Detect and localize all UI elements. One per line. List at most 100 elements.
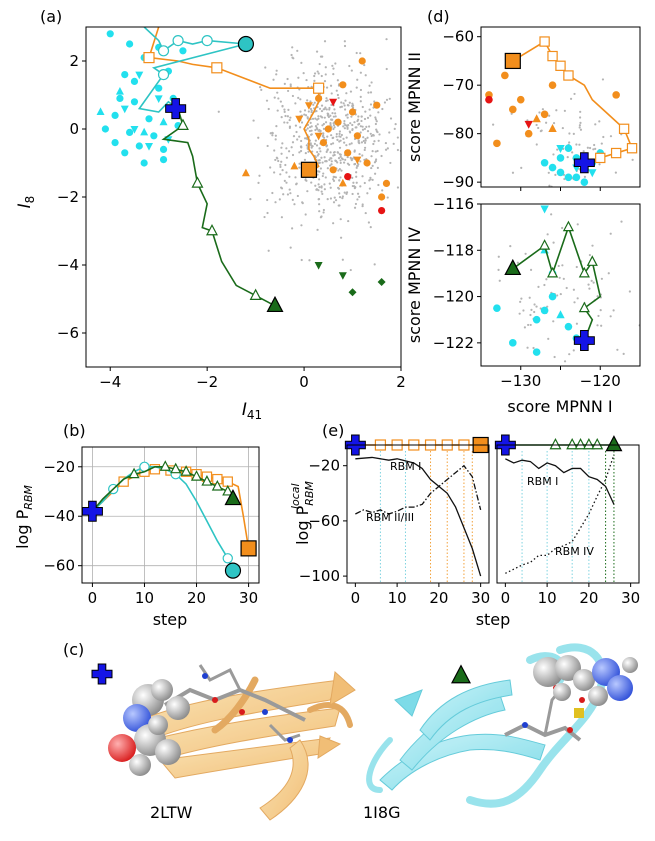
- background-point: [332, 73, 335, 76]
- background-point: [336, 93, 339, 97]
- background-point: [372, 142, 375, 146]
- background-point: [588, 146, 592, 150]
- trajectory-green-marker: [191, 176, 204, 188]
- background-point: [316, 154, 319, 157]
- background-point: [313, 101, 316, 104]
- background-point: [541, 108, 544, 111]
- orange-point: [363, 159, 371, 167]
- background-point: [561, 264, 564, 267]
- background-point: [561, 194, 563, 196]
- background-point: [298, 162, 301, 165]
- background-point: [389, 117, 393, 120]
- background-point: [313, 74, 316, 78]
- background-point: [528, 296, 531, 299]
- cyan-triangle-up: [96, 107, 105, 115]
- end-marker-triangle-icon: [451, 664, 471, 684]
- background-point: [368, 187, 371, 190]
- orange-triangle-up: [532, 114, 541, 123]
- cyan-point: [556, 154, 565, 162]
- background-point: [290, 146, 293, 149]
- panel-e: 0 10 20 30 −100 −60 −20 0 10 20 30 step log PRBMl…: [289, 434, 640, 629]
- background-point: [578, 143, 581, 146]
- background-point: [609, 315, 612, 318]
- background-point: [559, 292, 562, 296]
- background-point: [306, 127, 309, 130]
- background-point: [498, 279, 501, 282]
- background-point: [323, 40, 327, 43]
- background-point: [353, 150, 356, 153]
- background-point: [538, 111, 541, 114]
- background-point: [321, 174, 324, 178]
- background-point: [286, 115, 289, 118]
- orange-point: [493, 139, 501, 148]
- background-point: [338, 130, 342, 133]
- background-point: [308, 129, 311, 133]
- background-point: [347, 104, 350, 107]
- background-point: [371, 164, 374, 168]
- background-point: [343, 44, 347, 48]
- background-point: [337, 96, 340, 100]
- trajectory-orange-marker: [555, 60, 566, 71]
- background-point: [355, 171, 358, 174]
- background-point: [594, 147, 597, 150]
- background-point: [343, 104, 346, 107]
- background-point: [283, 82, 286, 85]
- background-point: [428, 140, 430, 142]
- background-point: [364, 211, 367, 215]
- background-point: [330, 103, 333, 107]
- background-point: [362, 139, 365, 143]
- background-point: [265, 99, 269, 102]
- background-point: [492, 123, 495, 126]
- background-point: [522, 309, 525, 312]
- y-tick-label: −20: [308, 457, 340, 475]
- background-point: [556, 294, 559, 297]
- background-point: [535, 123, 538, 127]
- trajectory-end-cyan: [237, 35, 255, 53]
- background-point: [364, 137, 367, 141]
- background-point: [310, 133, 313, 136]
- background-point: [347, 219, 350, 223]
- y-tick-label: −100: [299, 567, 340, 585]
- background-point: [333, 108, 336, 111]
- red-triangle-down: [329, 98, 338, 107]
- x-tick-label: 20: [579, 589, 598, 607]
- background-point: [576, 223, 579, 226]
- green-diamond: [377, 278, 386, 286]
- background-point: [317, 183, 320, 186]
- background-point: [341, 158, 344, 161]
- background-point: [631, 158, 634, 161]
- background-point: [359, 131, 362, 134]
- structure-name-1i8g: 1I8G: [363, 803, 400, 822]
- background-point: [552, 122, 556, 125]
- background-point: [376, 166, 379, 169]
- background-point: [363, 63, 366, 67]
- background-point: [310, 129, 313, 132]
- background-point: [346, 116, 349, 119]
- cyan-triangle-down: [154, 95, 163, 103]
- background-point: [310, 144, 313, 147]
- background-point: [318, 62, 321, 66]
- background-point: [310, 146, 313, 149]
- orange-point: [324, 125, 332, 133]
- background-point: [320, 215, 323, 218]
- background-point: [288, 188, 291, 191]
- trajectory-orange-marker: [313, 82, 325, 94]
- background-point: [351, 102, 354, 105]
- background-point: [318, 158, 321, 162]
- background-point: [329, 84, 333, 87]
- orange-triangle-up: [241, 168, 250, 177]
- trajectory-top-marker: [574, 437, 587, 450]
- background-point: [368, 108, 371, 111]
- trajectory-green-marker: [578, 301, 590, 313]
- background-point: [283, 108, 286, 111]
- background-point: [264, 66, 267, 69]
- background-point: [321, 55, 324, 58]
- background-point: [357, 115, 360, 118]
- background-point: [348, 163, 351, 166]
- background-point: [338, 146, 342, 149]
- background-point: [404, 206, 406, 208]
- background-point: [561, 126, 564, 130]
- background-point: [330, 143, 333, 146]
- background-point: [316, 70, 319, 73]
- cyan-triangle-down: [556, 145, 565, 154]
